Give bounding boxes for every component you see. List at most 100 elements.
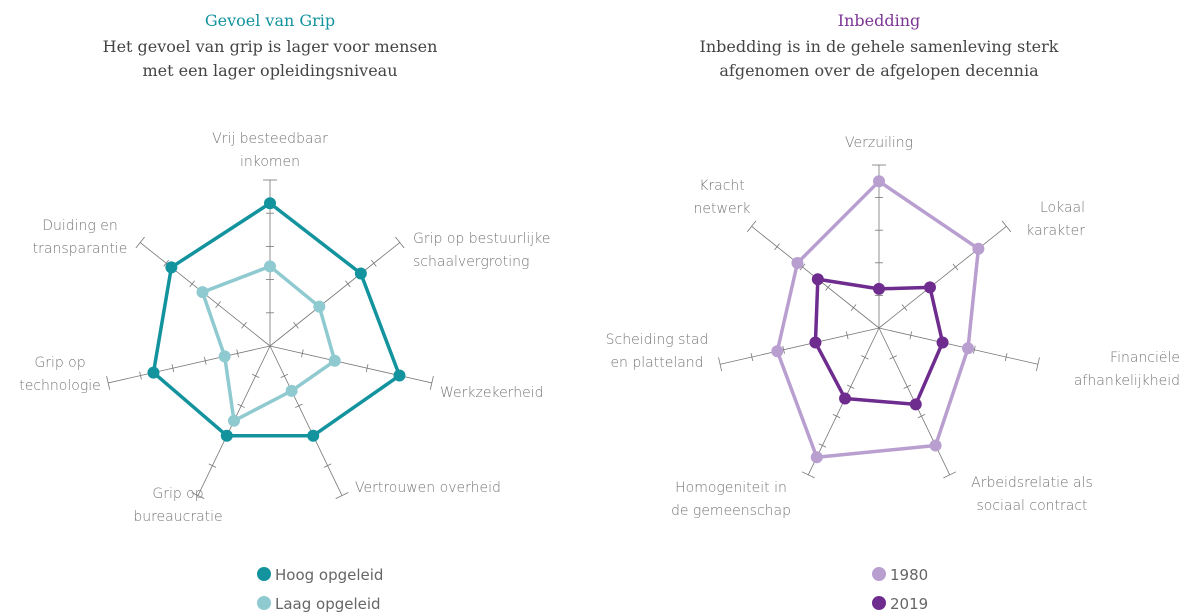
axis-label: bureaucratie <box>133 509 222 525</box>
axis-label: Arbeidsrelatie als <box>971 475 1093 491</box>
tick-mark <box>295 403 303 408</box>
chart-subtitle: met een lager opleidingsniveau <box>142 61 397 80</box>
tick-mark <box>301 349 304 358</box>
data-point <box>771 345 784 358</box>
data-point <box>328 354 341 367</box>
tick-mark <box>1035 357 1040 372</box>
legend-label: Laag opgeleid <box>275 595 381 613</box>
tick-mark <box>818 443 827 448</box>
series-line <box>775 179 981 459</box>
tick-mark <box>280 373 289 379</box>
tick-mark <box>241 321 247 329</box>
tick-mark <box>371 259 377 267</box>
axis-line <box>878 226 1007 329</box>
series-line <box>151 201 402 438</box>
tick-mark <box>106 376 111 390</box>
chart-title: Inbedding <box>838 11 920 30</box>
data-point <box>227 414 240 427</box>
tick-mark <box>973 345 976 354</box>
tick-mark <box>293 321 299 329</box>
axis-label: Verzuiling <box>845 135 913 151</box>
tick-mark <box>429 376 434 390</box>
tick-mark <box>365 364 369 373</box>
tick-mark <box>208 463 217 468</box>
data-point <box>354 267 367 280</box>
tick-mark <box>1004 353 1008 362</box>
tick-mark <box>237 403 245 408</box>
legend-marker <box>872 567 886 581</box>
chart-subtitle: afgenomen over de afgelopen decennia <box>719 61 1039 80</box>
axis-label: netwerk <box>694 201 751 217</box>
axis-label: Kracht <box>699 178 745 194</box>
tick-mark <box>825 283 831 291</box>
data-point <box>313 300 326 313</box>
tick-mark <box>746 220 757 233</box>
legend-marker <box>872 596 886 610</box>
axis-label: Grip op <box>152 486 203 502</box>
axis-label: afhankelijkheid <box>1074 373 1180 389</box>
axis-label: en platteland <box>610 355 703 371</box>
axis-label: sociaal contract <box>976 498 1087 514</box>
axis-label: Werkzekerheid <box>440 385 543 401</box>
axis-label: Financiële <box>1110 350 1180 366</box>
data-point <box>285 384 298 397</box>
axis-label: Vertrouwen overheid <box>355 480 501 496</box>
data-point <box>264 260 276 273</box>
tick-mark <box>323 463 332 468</box>
axis-label: karakter <box>1026 223 1085 239</box>
axis-label: technologie <box>19 378 100 394</box>
axis-label: de gemeenschap <box>671 503 791 519</box>
data-point <box>961 342 974 355</box>
data-point <box>811 273 824 286</box>
tick-mark <box>191 492 205 499</box>
series-line <box>813 277 945 407</box>
data-point <box>809 336 822 349</box>
tick-mark <box>889 355 897 360</box>
tick-mark <box>801 471 815 479</box>
legend-marker <box>257 567 271 581</box>
data-point <box>165 261 178 274</box>
tick-mark <box>718 357 723 372</box>
tick-mark <box>1001 220 1012 233</box>
axis-line <box>269 345 432 384</box>
data-point <box>147 366 160 379</box>
chart-subtitle: Het gevoel van grip is lager voor mensen <box>103 37 438 56</box>
legend-label: Hoog opgeleid <box>275 566 383 584</box>
axis-label: Grip op bestuurlijke <box>413 231 550 247</box>
tick-mark <box>774 243 780 251</box>
tick-mark <box>782 345 785 354</box>
axis-label: Duiding en <box>42 218 118 234</box>
tick-mark <box>171 364 175 373</box>
series-line <box>200 264 337 423</box>
tick-mark <box>203 356 207 365</box>
axis-label: Scheiding stad <box>606 332 709 348</box>
axis-line <box>719 327 880 365</box>
axis-label: Lokaal <box>1040 200 1085 216</box>
tick-mark <box>335 492 349 499</box>
chart-title: Gevoel van Grip <box>205 11 335 30</box>
data-point <box>839 392 852 405</box>
data-point <box>196 286 209 299</box>
data-point <box>393 369 406 382</box>
data-point <box>873 175 885 188</box>
axis-label: inkomen <box>240 154 300 170</box>
axis-label: Homogeniteit in <box>675 480 787 496</box>
tick-mark <box>917 414 926 419</box>
data-point <box>929 439 942 452</box>
tick-mark <box>236 349 239 358</box>
data-point <box>923 281 936 294</box>
data-point <box>307 429 320 442</box>
legend-marker <box>257 596 271 610</box>
tick-mark <box>215 301 221 308</box>
axis-line <box>269 242 401 347</box>
tick-mark <box>903 384 912 389</box>
legend-label: 2019 <box>890 595 928 613</box>
axis-line <box>269 345 343 496</box>
axis-label: transparantie <box>33 241 128 257</box>
tick-mark <box>139 371 142 380</box>
data-point <box>909 398 922 411</box>
tick-mark <box>395 236 405 249</box>
tick-mark <box>251 373 260 379</box>
tick-mark <box>901 304 908 312</box>
